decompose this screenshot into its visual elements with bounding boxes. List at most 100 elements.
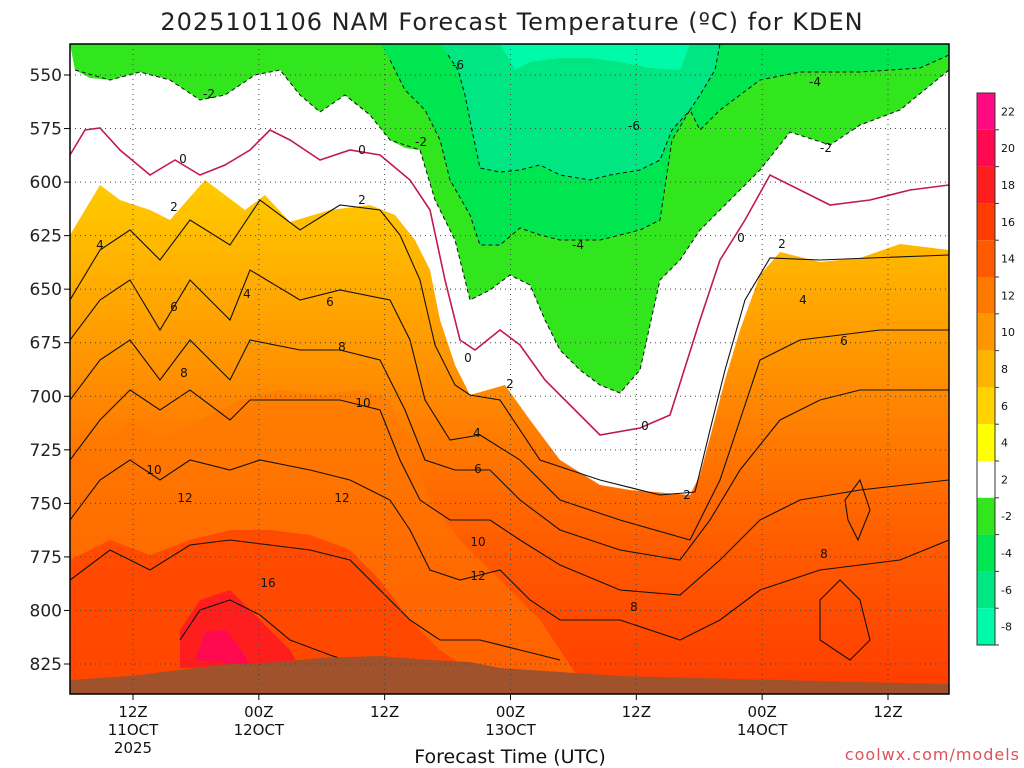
contour-label: 4 (243, 287, 251, 301)
contour-label: -4 (809, 75, 821, 89)
contour-label: 0 (179, 152, 187, 166)
contour-label: -6 (628, 119, 640, 133)
x-tick-label: 00Z (747, 703, 776, 721)
x-tick-label: 13OCT (485, 721, 536, 739)
contour-label: 12 (177, 491, 192, 505)
contour-label: -2 (203, 87, 215, 101)
contour-label: 8 (338, 340, 346, 354)
contour-label: 2 (778, 237, 786, 251)
contour-label: 12 (334, 491, 349, 505)
contour-label: 8 (180, 366, 188, 380)
band-minus-six (440, 44, 720, 180)
colorbar: 22 20 18 16 14 12 10 8 6 4 2 -2 -4 -6 -8 (976, 92, 1015, 646)
terrain (70, 656, 949, 694)
contour-label: 0 (358, 143, 366, 157)
x-tick-label: 11OCT (108, 721, 159, 739)
y-tick-label: 700 (30, 387, 62, 407)
colorbar-swatch (977, 534, 995, 572)
colorbar-label: 18 (1001, 179, 1015, 192)
y-tick-label: 550 (30, 66, 62, 86)
plot-area (70, 44, 949, 694)
y-tick-label: 625 (30, 227, 62, 247)
y-tick-label: 775 (30, 548, 62, 568)
colorbar-label: 14 (1001, 253, 1015, 266)
freezing-isotherm (70, 127, 949, 436)
x-tick-label: 12Z (370, 703, 399, 721)
y-tick-label: 825 (30, 655, 62, 675)
contour-label: 6 (326, 295, 334, 309)
contour-label: 10 (470, 535, 485, 549)
contour-label: 0 (641, 419, 649, 433)
y-tick-label: 575 (30, 120, 62, 140)
y-tick-label: 800 (30, 601, 62, 621)
y-tick-label: 750 (30, 494, 62, 514)
colorbar-swatch (977, 313, 995, 351)
contour-label: 6 (840, 334, 848, 348)
colorbar-swatch (977, 387, 995, 425)
y-tick-label: 600 (30, 173, 62, 193)
colorbar-swatch (977, 571, 995, 609)
contour-label: -4 (572, 238, 584, 252)
y-tick-label: 675 (30, 334, 62, 354)
colorbar-swatch (977, 129, 995, 167)
colorbar-swatch (977, 350, 995, 388)
x-axis-label: Forecast Time (UTC) (414, 746, 605, 768)
gridlines (70, 44, 949, 694)
contour-label: 12 (470, 569, 485, 583)
contour-label: 4 (96, 238, 104, 252)
contour-label: 4 (473, 426, 481, 440)
colorbar-label: -2 (1001, 510, 1012, 523)
colorbar-label: 22 (1001, 105, 1015, 118)
colorbar-swatch (977, 461, 995, 498)
colorbar-swatch (977, 166, 995, 204)
credit-text: coolwx.com/models (845, 745, 1020, 764)
x-tick-label: 12Z (622, 703, 651, 721)
colorbar-label: 6 (1001, 400, 1008, 413)
colorbar-label: -4 (1001, 547, 1012, 560)
y-tick-label: 725 (30, 441, 62, 461)
band-twenty-plus (195, 630, 250, 665)
colorbar-label: 10 (1001, 326, 1015, 339)
contour-label: 2 (506, 377, 514, 391)
contour-label: 2 (358, 193, 366, 207)
colorbar-swatch (977, 93, 995, 130)
y-tick-label: 650 (30, 280, 62, 300)
colorbar-label: 4 (1001, 437, 1008, 450)
contour-label: -2 (820, 141, 832, 155)
contour-label: -6 (452, 58, 464, 72)
contour-label: 8 (630, 600, 638, 614)
chart-title: 2025101106 NAM Forecast Temperature (ºC)… (160, 8, 863, 36)
contour-label: 6 (170, 300, 178, 314)
band-minus-eight (500, 44, 690, 70)
x-tick-label: 12Z (873, 703, 902, 721)
x-tick-label: 12Z (118, 703, 147, 721)
colorbar-swatch (977, 240, 995, 277)
colorbar-label: 20 (1001, 142, 1015, 155)
x-tick-label: 14OCT (737, 721, 788, 739)
band-fourteen-plus (70, 530, 470, 680)
contour-label: 4 (799, 293, 807, 307)
plot-frame (69, 43, 950, 695)
contour-label: 2 (683, 488, 691, 502)
contour-label: 0 (737, 231, 745, 245)
contour-label: 0 (464, 351, 472, 365)
colorbar-label: 8 (1001, 363, 1008, 376)
x-tick-label: 00Z (244, 703, 273, 721)
warm-contours (70, 199, 949, 666)
x-tick-label: 00Z (496, 703, 525, 721)
cold-contours (74, 44, 949, 394)
colorbar-label: 16 (1001, 216, 1015, 229)
x-tick-label: 12OCT (234, 721, 285, 739)
colorbar-label: -6 (1001, 584, 1012, 597)
colorbar-frame (976, 92, 996, 646)
contour-label: 6 (474, 462, 482, 476)
colorbar-label: 12 (1001, 289, 1015, 302)
colorbar-swatch (977, 424, 995, 461)
colorbar-label: -8 (1001, 621, 1012, 634)
contour-label: 10 (146, 463, 161, 477)
contour-label: -2 (415, 135, 427, 149)
contour-labels: -6 -6 -4 -4 -2 -2 -2 0 0 0 0 0 2 2 2 2 2 4 4 4 4 6 6 6 6 8 8 8 8 10 10… (96, 58, 848, 614)
colorbar-swatch (977, 277, 995, 314)
